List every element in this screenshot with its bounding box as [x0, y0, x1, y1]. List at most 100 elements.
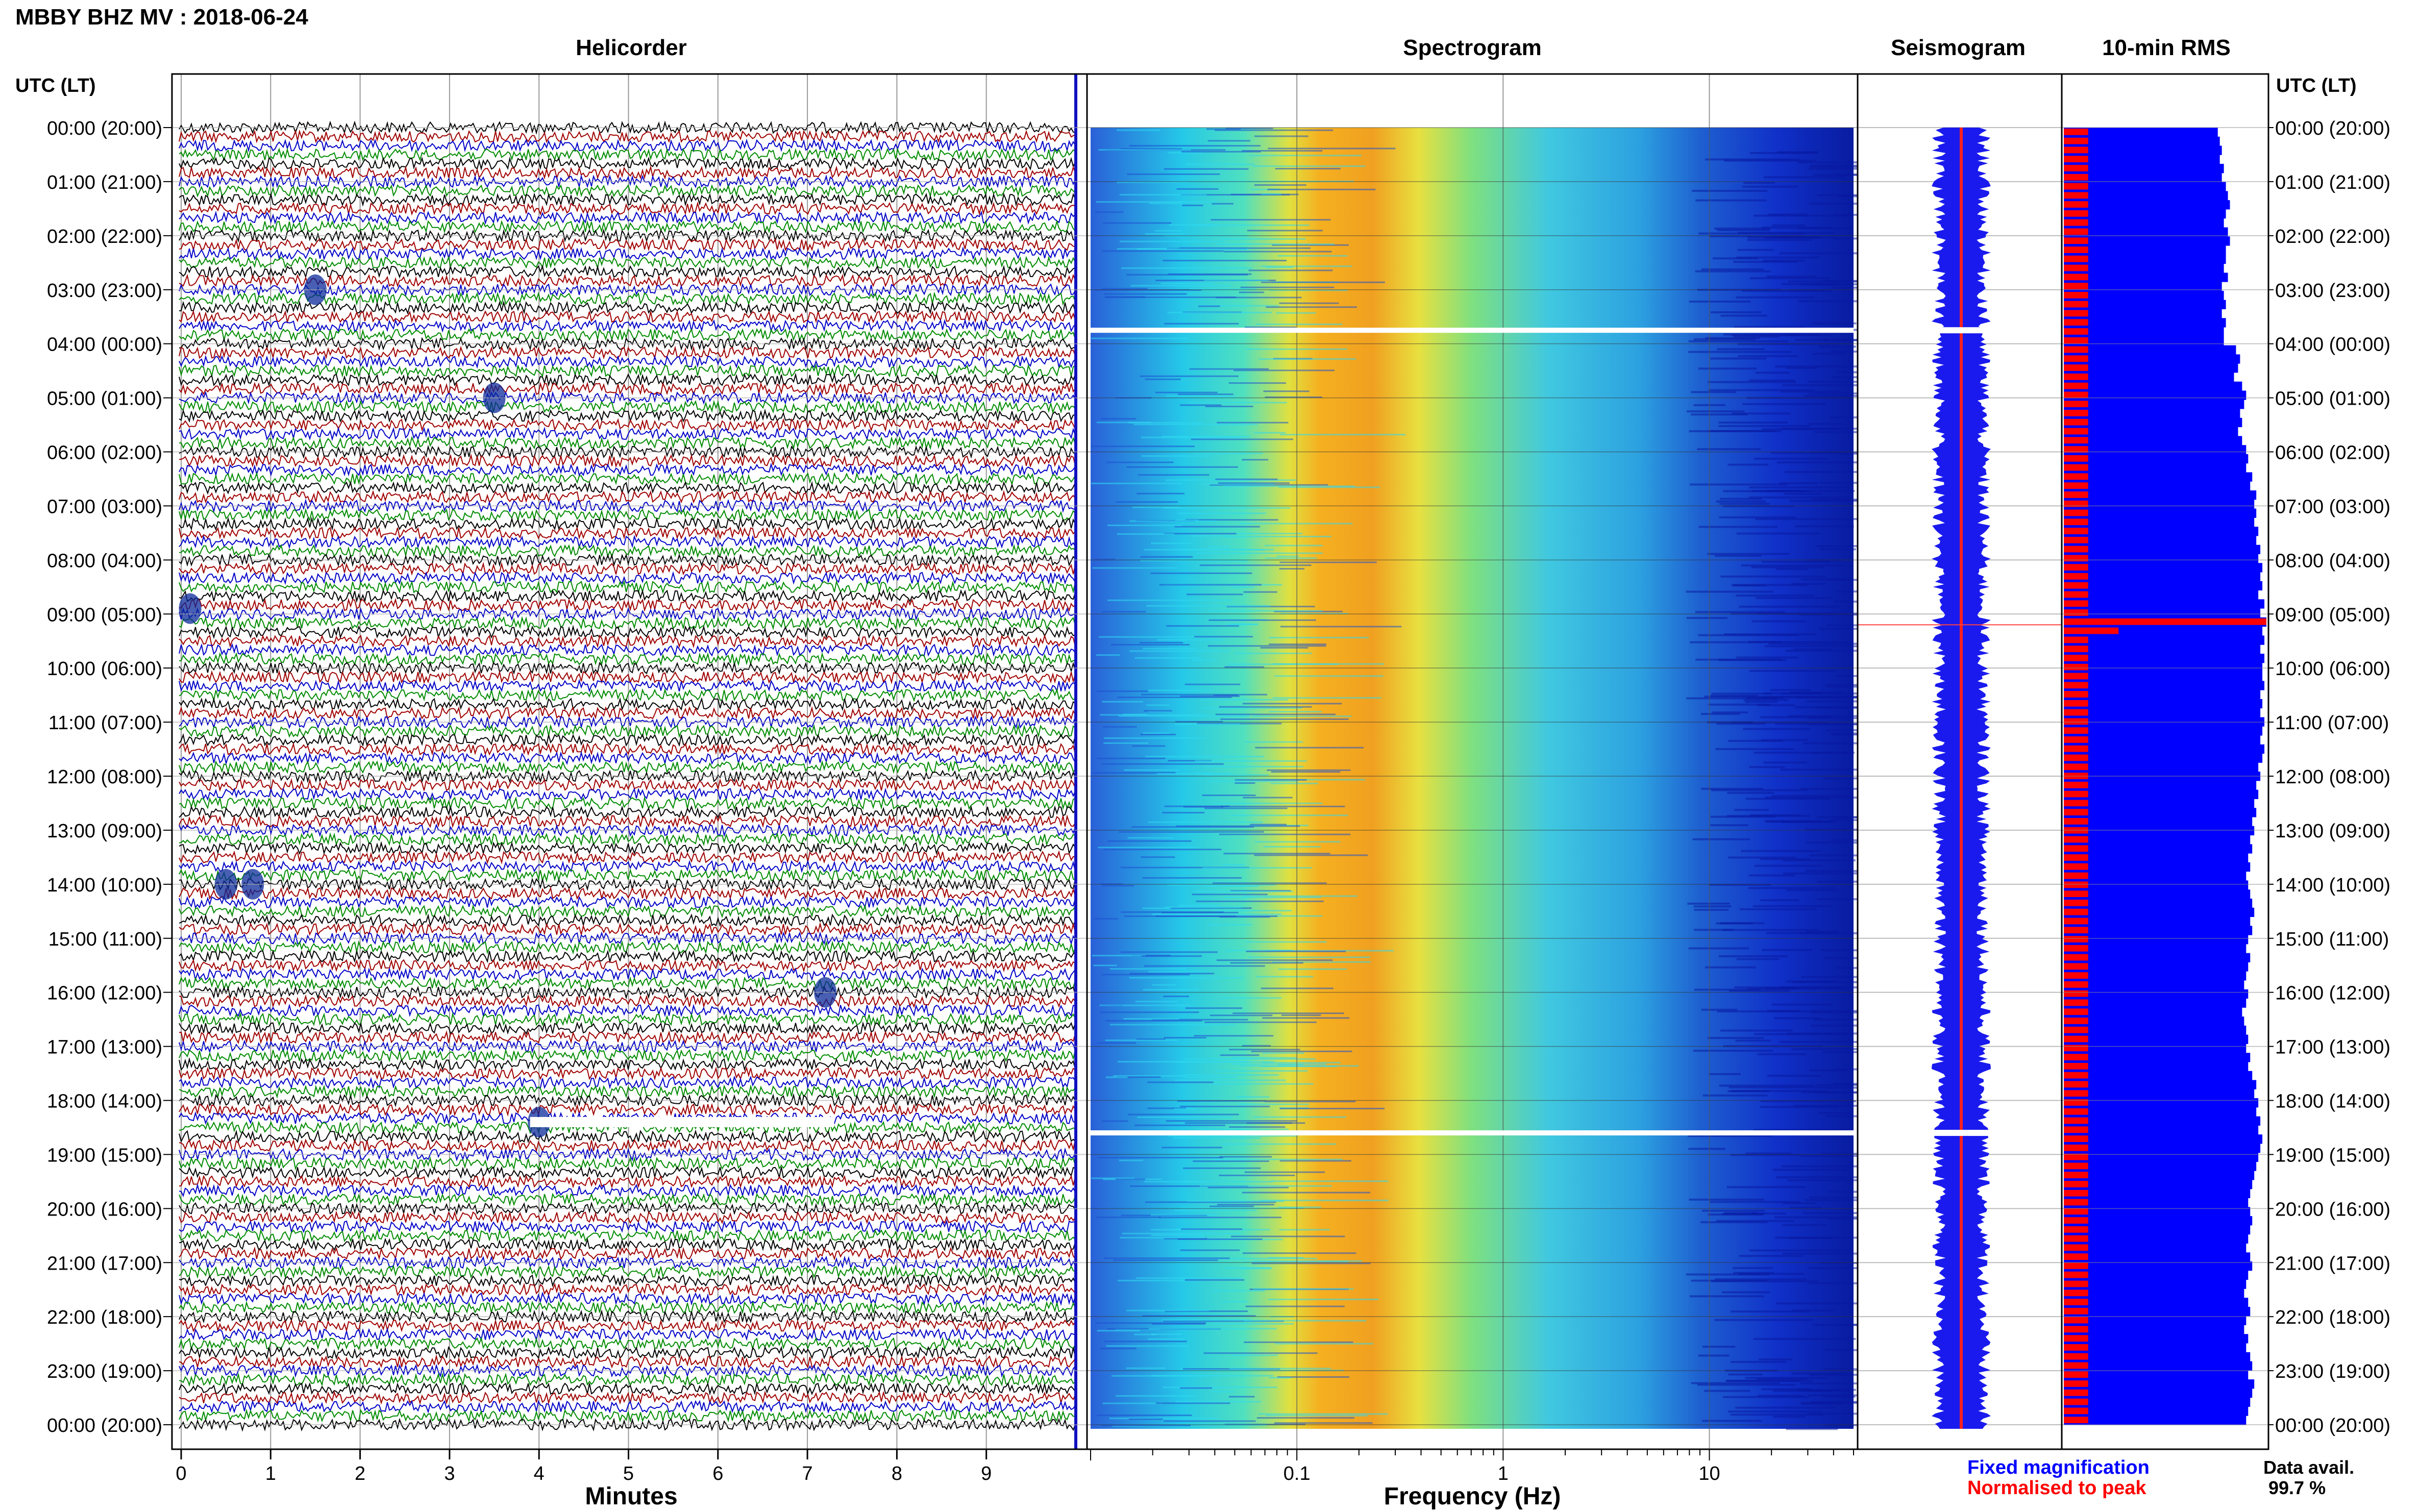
- rms-bar-fixed: [2064, 400, 2244, 409]
- spectrogram-streak: [1150, 1214, 1217, 1216]
- spectrogram-streak: [1172, 1137, 1261, 1139]
- spectrogram-streak: [1096, 1217, 1161, 1219]
- rms-bar-normalised: [2064, 800, 2088, 807]
- spectrogram-streak: [1119, 715, 1250, 717]
- spectrogram-streak: [1701, 787, 1763, 790]
- spectrogram-streak: [1101, 418, 1137, 420]
- spectrogram-streak: [1242, 1192, 1370, 1194]
- spectrogram-streak: [1770, 689, 1811, 691]
- spectrogram-streak: [1186, 593, 1243, 596]
- helicorder-trace: [179, 1012, 1076, 1027]
- spectrogram-streak: [1690, 641, 1782, 643]
- spectrogram-streak: [1718, 659, 1787, 661]
- spectrogram-streak: [1738, 355, 1798, 357]
- spectrogram-streak: [1809, 1374, 1883, 1376]
- spectrogram-streak: [1808, 392, 1871, 395]
- spectrogram-streak: [1244, 1320, 1367, 1322]
- spectrogram-streak: [1235, 779, 1307, 781]
- helicorder-trace: [179, 274, 1076, 288]
- spectrogram-data-gap: [1091, 328, 1854, 333]
- spectrogram-streak: [1276, 312, 1316, 314]
- spectrogram-streak: [1163, 260, 1287, 262]
- spectrogram-streak: [1180, 1249, 1240, 1251]
- helicorder-trace: [179, 543, 1076, 558]
- spectrogram-streak: [1816, 706, 1883, 709]
- spectrogram-streak: [1240, 286, 1335, 288]
- rms-bar-fixed: [2064, 145, 2222, 155]
- spectrogram-streak: [1766, 932, 1838, 934]
- helicorder-trace: [179, 598, 1076, 612]
- spectrogram-streak: [1712, 257, 1759, 260]
- helicorder-data-gap: [530, 1117, 834, 1127]
- spectrogram-streak: [1686, 590, 1774, 593]
- spectrogram-streak: [1265, 544, 1323, 547]
- spectrogram-streak: [1279, 1229, 1330, 1231]
- rms-bar-fixed: [2064, 1198, 2249, 1207]
- rms-bar-normalised: [2064, 700, 2088, 707]
- spectrogram-streak: [1162, 1147, 1222, 1149]
- spectrogram-streak: [1766, 275, 1817, 278]
- spectrogram-streak: [1739, 1255, 1804, 1257]
- spectrogram-streak: [1279, 434, 1406, 436]
- spectrogram-streak: [1743, 699, 1789, 701]
- spectrogram-streak: [1113, 1259, 1218, 1261]
- spectrogram-streak: [1164, 1237, 1207, 1240]
- spectrogram-streak: [1164, 1420, 1256, 1422]
- spectrogram-streak: [1098, 149, 1191, 151]
- spectrogram-streak: [1754, 1337, 1856, 1340]
- spectrogram-streak: [1226, 606, 1315, 608]
- spectrogram-streak: [1689, 1295, 1764, 1298]
- spectrogram-streak: [1106, 461, 1174, 463]
- spectrogram-streak: [1137, 492, 1184, 494]
- spectrogram-streak: [1144, 710, 1172, 712]
- spectrogram-streak: [1791, 1048, 1860, 1050]
- spectrogram-streak: [1254, 854, 1368, 856]
- spectrogram-streak: [1806, 841, 1859, 844]
- rms-bar-fixed: [2064, 1188, 2251, 1199]
- spectrogram-streak: [1269, 637, 1369, 639]
- spectrogram-streak: [1261, 281, 1385, 283]
- rms-bar-fixed: [2064, 816, 2253, 827]
- rms-bar-fixed: [2064, 1125, 2259, 1135]
- spectrogram-streak: [1093, 918, 1118, 920]
- spectrogram-streak: [1720, 498, 1762, 500]
- spectrogram-streak: [1244, 1171, 1325, 1173]
- rms-bar-normalised: [2064, 518, 2088, 526]
- helicorder-trace: [179, 427, 1076, 441]
- rms-bar-fixed: [2064, 318, 2226, 328]
- spectrogram-streak: [1165, 1310, 1248, 1312]
- spectrogram-streak: [1176, 825, 1300, 827]
- helicorder-trace: [179, 156, 1076, 171]
- spectrogram-streak: [1221, 1301, 1248, 1303]
- rms-bar-normalised: [2064, 655, 2088, 661]
- spectrogram-streak: [1213, 831, 1264, 833]
- spectrogram-streak: [1742, 185, 1798, 188]
- spectrogram-streak: [1727, 463, 1769, 466]
- spectrogram-streak: [1768, 642, 1864, 645]
- frequency-tick-label: 0.1: [1283, 1463, 1311, 1484]
- time-tick-label-left: 04:00 (00:00): [47, 334, 162, 356]
- helicorder-trace: [179, 174, 1076, 189]
- spectrogram-streak: [1143, 988, 1199, 990]
- spectrogram-streak: [1804, 395, 1864, 398]
- spectrogram-streak: [1728, 856, 1796, 859]
- rms-bar-normalised: [2064, 845, 2088, 852]
- helicorder-trace: [179, 877, 1076, 891]
- spectrogram-streak: [1772, 224, 1806, 227]
- spectrogram-streak: [1199, 564, 1312, 566]
- rms-bar-normalised: [2064, 600, 2088, 607]
- spectrogram-streak: [1263, 779, 1365, 781]
- spectrogram-streak: [1705, 158, 1800, 161]
- spectrogram-streak: [1749, 874, 1795, 877]
- time-tick-label-left: 13:00 (09:00): [47, 821, 162, 842]
- spectrogram-streak: [1697, 448, 1761, 451]
- rms-bar-normalised: [2064, 319, 2088, 326]
- spectrogram-streak: [1220, 718, 1349, 720]
- helicorder-trace: [179, 1318, 1076, 1333]
- seismogram-data-gap: [1926, 327, 1997, 334]
- rms-bar-normalised: [2064, 1417, 2088, 1423]
- spectrogram-streak: [1724, 1212, 1758, 1214]
- spectrogram-streak: [1742, 728, 1811, 730]
- spectrogram-streak: [1144, 965, 1265, 967]
- spectrogram-streak: [1177, 1238, 1263, 1240]
